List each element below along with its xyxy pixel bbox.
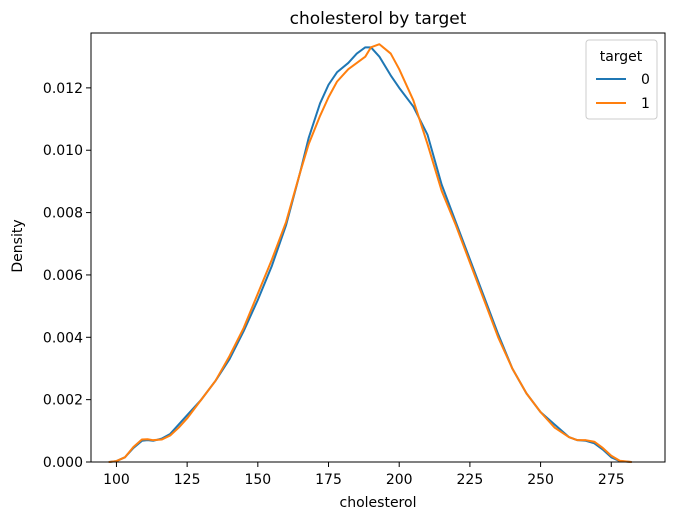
y-tick-label: 0.012 [43, 81, 83, 97]
y-tick-label: 0.002 [43, 393, 83, 409]
x-tick-label: 125 [174, 472, 201, 488]
chart-title: cholesterol by target [290, 9, 467, 29]
legend-title: target [600, 49, 643, 65]
series-line-0 [108, 46, 633, 463]
axes-frame [90, 32, 666, 463]
x-axis-label: cholesterol [340, 495, 417, 511]
plot-area: 100 125 150 175 200 225 250 275 0.000 0.002 0.004 0… [43, 32, 666, 488]
legend: target 0 1 [585, 39, 658, 120]
y-tick-label: 0.006 [43, 268, 83, 284]
x-tick-label: 100 [103, 472, 130, 488]
x-tick-label: 200 [386, 472, 413, 488]
y-tick-label: 0.000 [43, 455, 83, 471]
series-line-1 [108, 43, 633, 463]
legend-label-0: 0 [641, 72, 650, 88]
x-tick-label: 150 [244, 472, 271, 488]
legend-label-1: 1 [641, 96, 650, 112]
x-tick-label: 175 [315, 472, 342, 488]
y-axis-label: Density [10, 219, 26, 272]
x-tick-label: 225 [457, 472, 484, 488]
y-tick-label: 0.004 [43, 330, 83, 346]
x-tick-label: 250 [527, 472, 554, 488]
x-tick-label: 275 [598, 472, 625, 488]
y-tick-label: 0.010 [43, 143, 83, 159]
y-tick-label: 0.008 [43, 206, 83, 222]
